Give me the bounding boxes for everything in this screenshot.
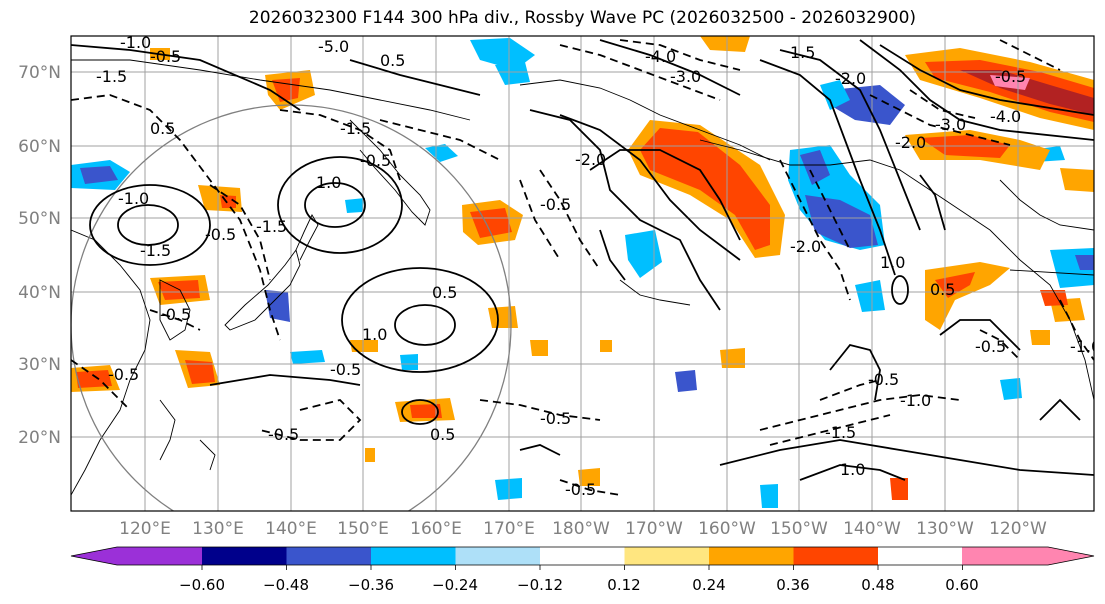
colorbar-tick-label: 0.24 (692, 576, 725, 594)
contour-label: -2.0 (835, 69, 866, 88)
lon-label: 160°E (410, 519, 462, 539)
positive-pc-shading (71, 36, 1094, 500)
contour-label: 0.5 (150, 119, 175, 138)
map-frame (70, 35, 1095, 512)
contour-label: 0.5 (930, 280, 955, 299)
contour-label: 1.0 (840, 460, 865, 479)
contour-label: -0.5 (868, 370, 899, 389)
contour-label: -0.5 (540, 409, 571, 428)
contour-label: -3.0 (935, 115, 966, 134)
contour-label: -1.5 (140, 241, 171, 260)
contour-label: -0.5 (160, 305, 191, 324)
solid-contours (71, 39, 1094, 481)
contour-label: -0.5 (565, 480, 596, 499)
contour-label: -1.5 (825, 423, 856, 442)
contour-label: -0.5 (540, 195, 571, 214)
lat-label: 60°N (18, 137, 61, 157)
colorbar (70, 546, 1095, 570)
lat-label: 50°N (18, 209, 61, 229)
contour-label: 1.0 (362, 325, 387, 344)
contour-label: -1.5 (96, 67, 127, 86)
contour-label: -1.5 (340, 119, 371, 138)
contour-label: -5.0 (318, 37, 349, 56)
contour-label: -1.0 (900, 391, 931, 410)
colorbar-outline (70, 546, 1095, 566)
colorbar-tick-label: 0.36 (776, 576, 809, 594)
dashed-contours (71, 39, 1094, 496)
colorbar-swatch (371, 547, 456, 565)
contour-labels: -1.0 -0.5 -5.0 0.5 -1.5 -4.0 -3.0 1.5 -0… (96, 33, 1101, 499)
colorbar-tick-label: −0.60 (179, 576, 225, 594)
colorbar-tick-label: 0.60 (945, 576, 978, 594)
contour-label: -3.0 (670, 67, 701, 86)
colorbar-extend-min (71, 547, 117, 565)
colorbar-tick-labels: −0.60 −0.48 −0.36 −0.24 −0.12 0.12 0.24 … (179, 576, 979, 594)
contour-label: -2.0 (575, 150, 606, 169)
lon-label: 150°W (770, 519, 828, 539)
lon-label: 150°E (337, 519, 389, 539)
lon-label: 120°W (989, 519, 1047, 539)
colorbar-swatch (202, 547, 287, 565)
colorbar-tick-label: −0.12 (517, 576, 563, 594)
colorbar-swatch (709, 547, 794, 565)
contour-label: -0.5 (360, 151, 391, 170)
contour-label: 0.5 (430, 425, 455, 444)
contour-label: 0.5 (432, 283, 457, 302)
contour-label: -0.5 (268, 425, 299, 444)
colorbar-extend-max (1048, 547, 1094, 565)
colorbar-swatch (624, 547, 709, 565)
map-area: -1.0 -0.5 -5.0 0.5 -1.5 -4.0 -3.0 1.5 -0… (71, 33, 1101, 511)
contour-label: -1.0 (118, 189, 149, 208)
colorbar-tick-label: −0.24 (432, 576, 478, 594)
contour-label: -1.0 (1070, 337, 1101, 356)
contour-label: 1.5 (790, 43, 815, 62)
contour-label: -0.5 (995, 67, 1026, 86)
contour-label: 1.0 (880, 253, 905, 272)
contour-label: -0.5 (108, 365, 139, 384)
contour-label: -1.5 (256, 217, 287, 236)
colorbar-tick-label: −0.36 (348, 576, 394, 594)
colorbar-tick-label: 0.48 (861, 576, 894, 594)
colorbar-swatch (117, 547, 202, 565)
contour-label: -0.5 (205, 225, 236, 244)
colorbar-swatch (962, 547, 1048, 565)
colorbar-swatch (793, 547, 878, 565)
colorbar-swatch (540, 547, 625, 565)
contour-label: -4.0 (990, 107, 1021, 126)
contour-label: -0.5 (330, 360, 361, 379)
contour-label: -0.5 (150, 47, 181, 66)
colorbar-swatch (286, 547, 371, 565)
lat-label: 70°N (18, 63, 61, 83)
contour-label: -2.0 (790, 237, 821, 256)
contour-label: 0.5 (380, 51, 405, 70)
lon-label: 170°W (625, 519, 683, 539)
contour-label: -4.0 (645, 47, 676, 66)
lon-label: 170°E (483, 519, 535, 539)
lat-label: 40°N (18, 283, 61, 303)
lon-label: 120°E (119, 519, 171, 539)
lon-label: 140°E (265, 519, 317, 539)
contour-label: -1.0 (120, 33, 151, 52)
latitude-labels: 70°N 60°N 50°N 40°N 30°N 20°N (18, 63, 61, 448)
gridlines (71, 36, 1094, 511)
lat-label: 30°N (18, 355, 61, 375)
colorbar-tick-label: 0.12 (607, 576, 640, 594)
lat-label: 20°N (18, 428, 61, 448)
lon-label: 180°W (552, 519, 610, 539)
longitude-labels: 120°E 130°E 140°E 150°E 160°E 170°E 180°… (119, 519, 1047, 539)
lon-label: 130°W (916, 519, 974, 539)
contour-label: 1.0 (316, 173, 341, 192)
colorbar-swatch (455, 547, 540, 565)
colorbar-tick-label: −0.48 (263, 576, 309, 594)
lon-label: 140°W (843, 519, 901, 539)
contour-label: -0.5 (975, 337, 1006, 356)
map-title: 2026032300 F144 300 hPa div., Rossby Wav… (248, 8, 917, 28)
lon-label: 130°E (192, 519, 244, 539)
contour-label: -2.0 (895, 133, 926, 152)
lon-label: 160°W (698, 519, 756, 539)
